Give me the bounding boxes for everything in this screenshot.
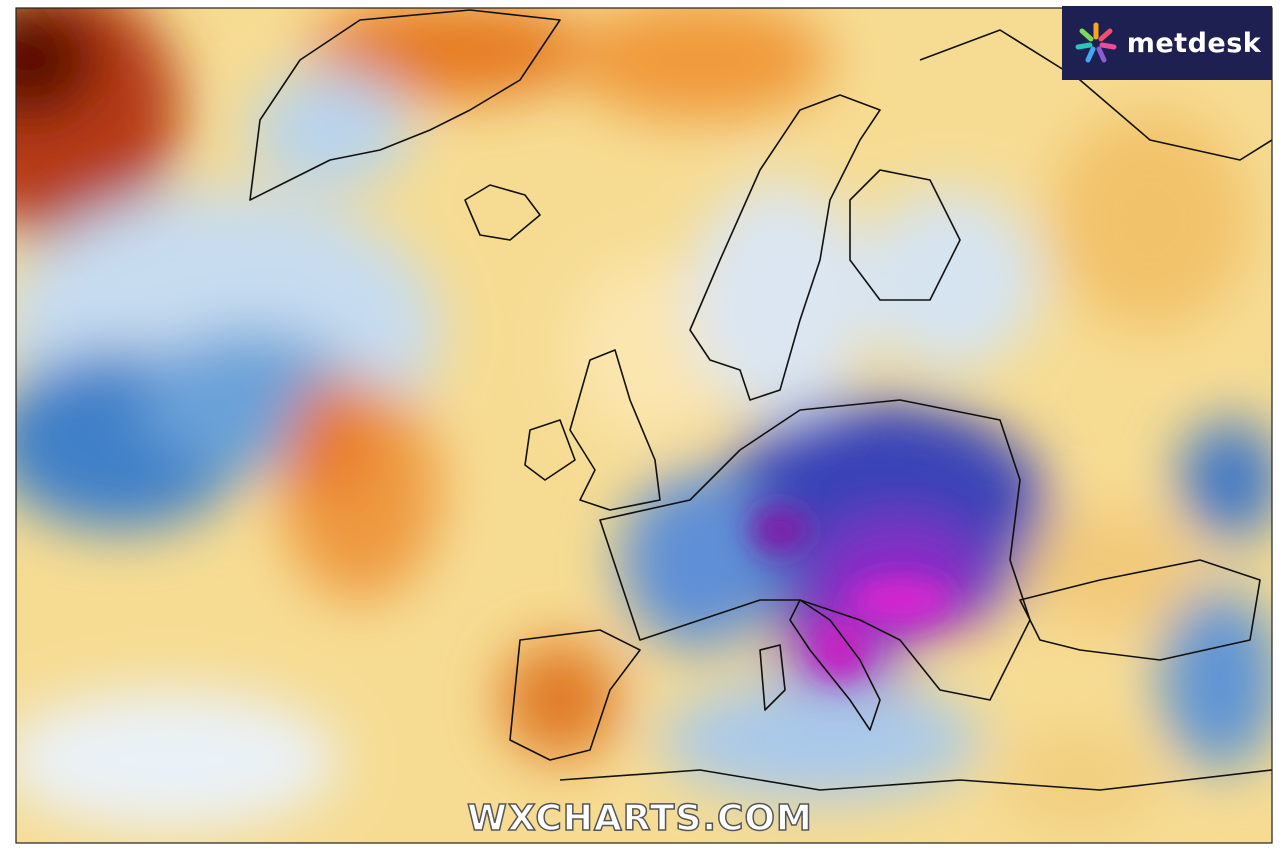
logo-petals: [1075, 22, 1117, 63]
color-blobs-part: [570, 8, 830, 120]
color-blobs-part: [1180, 420, 1272, 540]
core-blobs-part: [850, 578, 950, 622]
core-blobs-part: [810, 620, 870, 680]
logo-petals-part: [1099, 42, 1117, 50]
logo-petals-part: [1098, 28, 1113, 42]
logo-petals-part: [1079, 28, 1094, 42]
coastlines-part: [509, 629, 641, 761]
color-blobs: [16, 8, 1272, 830]
logo-petals-part: [1075, 42, 1093, 50]
coastlines-part: [1019, 559, 1261, 661]
coastlines-part: [464, 184, 541, 241]
watermark: WXCHARTS.COM: [466, 797, 813, 840]
color-blobs-part: [290, 380, 370, 500]
color-blobs-part: [1000, 730, 1160, 830]
color-blobs-part: [620, 470, 780, 650]
logo-petals-part: [1096, 46, 1107, 63]
color-blobs-part: [250, 70, 410, 190]
coastlines-part: [689, 94, 881, 401]
coastlines-part: [919, 29, 1272, 161]
logo-text: metdesk: [1126, 27, 1262, 59]
coastlines-part: [849, 169, 961, 301]
color-blobs-part: [16, 690, 340, 830]
color-blobs-part: [500, 640, 620, 760]
core-blobs-part: [750, 505, 810, 555]
coastlines-part: [569, 349, 661, 511]
color-blobs-part: [1160, 590, 1272, 770]
color-blobs-part: [690, 180, 870, 420]
coastlines-part: [249, 9, 561, 201]
coastlines-part: [559, 769, 1272, 791]
logo-icon: [1075, 22, 1117, 63]
core-blobs: [750, 505, 950, 680]
color-blobs-part: [570, 260, 730, 440]
color-blobs-part: [310, 8, 590, 100]
logo: metdesk: [1062, 6, 1272, 80]
color-blobs-part: [660, 680, 980, 800]
map-frame: [15, 7, 1273, 844]
color-blobs-part: [1050, 110, 1250, 330]
coastlines-part: [524, 419, 576, 481]
coastlines-part: [599, 399, 1031, 701]
coastlines-part: [759, 644, 786, 711]
color-blobs-part: [16, 8, 100, 120]
coastlines-part: [789, 599, 881, 731]
color-blobs-part: [860, 190, 1040, 370]
logo-petals-part: [1085, 46, 1096, 63]
coastlines: [249, 9, 1272, 791]
color-blobs-part: [1020, 510, 1200, 630]
